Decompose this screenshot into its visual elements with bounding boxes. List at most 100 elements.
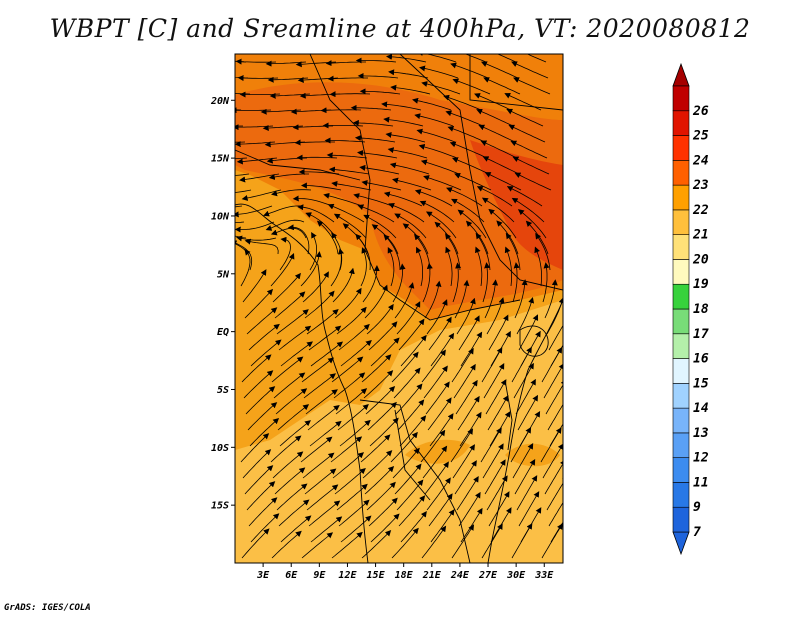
- colorbar-under-arrow: [672, 531, 690, 556]
- streamline: [483, 363, 505, 399]
- streamline: [398, 495, 426, 527]
- streamline: [456, 297, 476, 335]
- streamline: [510, 140, 548, 159]
- streamline: [381, 101, 422, 111]
- streamline: [458, 315, 480, 351]
- streamline: [450, 428, 474, 463]
- colorbar-swatch: [672, 358, 690, 384]
- lat-tick-label: 5S: [217, 385, 229, 396]
- colorbar-label: 23: [692, 178, 709, 193]
- streamline: [300, 251, 322, 287]
- streamline: [545, 379, 563, 415]
- streamline: [458, 491, 481, 527]
- streamline: [388, 203, 425, 223]
- colorbar-label: 19: [693, 277, 709, 292]
- streamline: [534, 246, 543, 287]
- streamline: [362, 265, 380, 303]
- colorbar-label: 11: [693, 475, 709, 490]
- streamline: [428, 316, 452, 351]
- streamline: [485, 379, 507, 415]
- streamline: [242, 449, 272, 479]
- streamline: [361, 354, 392, 383]
- streamline: [241, 354, 272, 383]
- streamline: [363, 214, 397, 239]
- streamline: [310, 516, 343, 543]
- lat-tick-label: 10N: [211, 211, 230, 222]
- streamline: [414, 189, 453, 207]
- streamline: [400, 334, 427, 367]
- streamline: [488, 208, 517, 239]
- streamline: [480, 61, 519, 79]
- streamline: [360, 434, 391, 463]
- streamline: [235, 221, 275, 233]
- streamline: [301, 357, 335, 383]
- streamline: [452, 444, 475, 479]
- colorbar-swatch: [672, 432, 690, 458]
- streamline: [272, 451, 304, 479]
- streamline: [338, 499, 370, 527]
- wbpt-field: [235, 54, 563, 563]
- streamline: [244, 465, 274, 495]
- streamline: [454, 173, 492, 191]
- country-borders: [235, 54, 563, 563]
- streamline: [455, 379, 478, 415]
- streamline: [350, 104, 392, 111]
- lon-tick-label: 21E: [422, 570, 442, 581]
- streamline: [340, 339, 372, 367]
- streamline: [486, 475, 508, 511]
- streamline: [392, 177, 432, 191]
- streamline: [476, 108, 514, 127]
- streamline: [392, 263, 406, 303]
- streamline: [454, 460, 477, 495]
- colorbar-label: 14: [693, 401, 709, 416]
- streamline: [331, 356, 364, 383]
- lon-tick-label: 15E: [367, 570, 386, 581]
- streamline: [368, 321, 398, 351]
- streamline: [362, 450, 393, 479]
- streamline: [360, 247, 368, 287]
- lat-tick-label: 15N: [211, 154, 230, 165]
- streamline: [323, 192, 363, 207]
- streamline: [302, 452, 335, 479]
- streamline: [443, 94, 482, 111]
- streamline: [249, 417, 280, 447]
- streamline: [474, 93, 512, 111]
- streamline: [488, 491, 510, 527]
- colorbar-label: 13: [693, 426, 709, 441]
- streamline: [517, 394, 538, 431]
- colorbar-swatch: [672, 234, 690, 260]
- streamline: [332, 267, 355, 303]
- streamline: [324, 137, 366, 144]
- lon-tick-label: 18E: [395, 570, 414, 581]
- colorbar-swatch: [672, 209, 690, 235]
- streamline: [416, 54, 457, 63]
- streamline: [454, 279, 470, 319]
- streamline: [366, 481, 396, 511]
- streamline: [510, 426, 532, 463]
- streamline: [423, 175, 462, 191]
- streamline: [548, 324, 563, 351]
- chart-title: WBPT [C] and Sreamline at 400hPa, VT: 20…: [49, 14, 751, 43]
- colorbar-label: 7: [693, 525, 701, 540]
- streamline: [330, 248, 345, 287]
- colorbar-swatch: [672, 457, 690, 483]
- streamline: [391, 527, 419, 559]
- colorbar-swatch: [672, 308, 690, 335]
- lon-tick-label: 30E: [506, 570, 526, 581]
- streamline: [508, 124, 546, 143]
- streamline: [287, 224, 310, 255]
- streamline: [303, 373, 336, 399]
- streamline: [246, 307, 278, 335]
- streamline: [395, 383, 423, 415]
- streamline: [364, 465, 395, 495]
- lon-tick-label: 24E: [450, 570, 470, 581]
- lat-tick-label: 15S: [211, 501, 229, 512]
- streamline: [424, 461, 449, 495]
- streamline: [421, 81, 461, 95]
- streamline: [271, 530, 302, 559]
- streamline: [486, 297, 505, 335]
- streamline: [246, 481, 276, 511]
- streamline: [385, 131, 426, 143]
- streamline: [235, 173, 250, 176]
